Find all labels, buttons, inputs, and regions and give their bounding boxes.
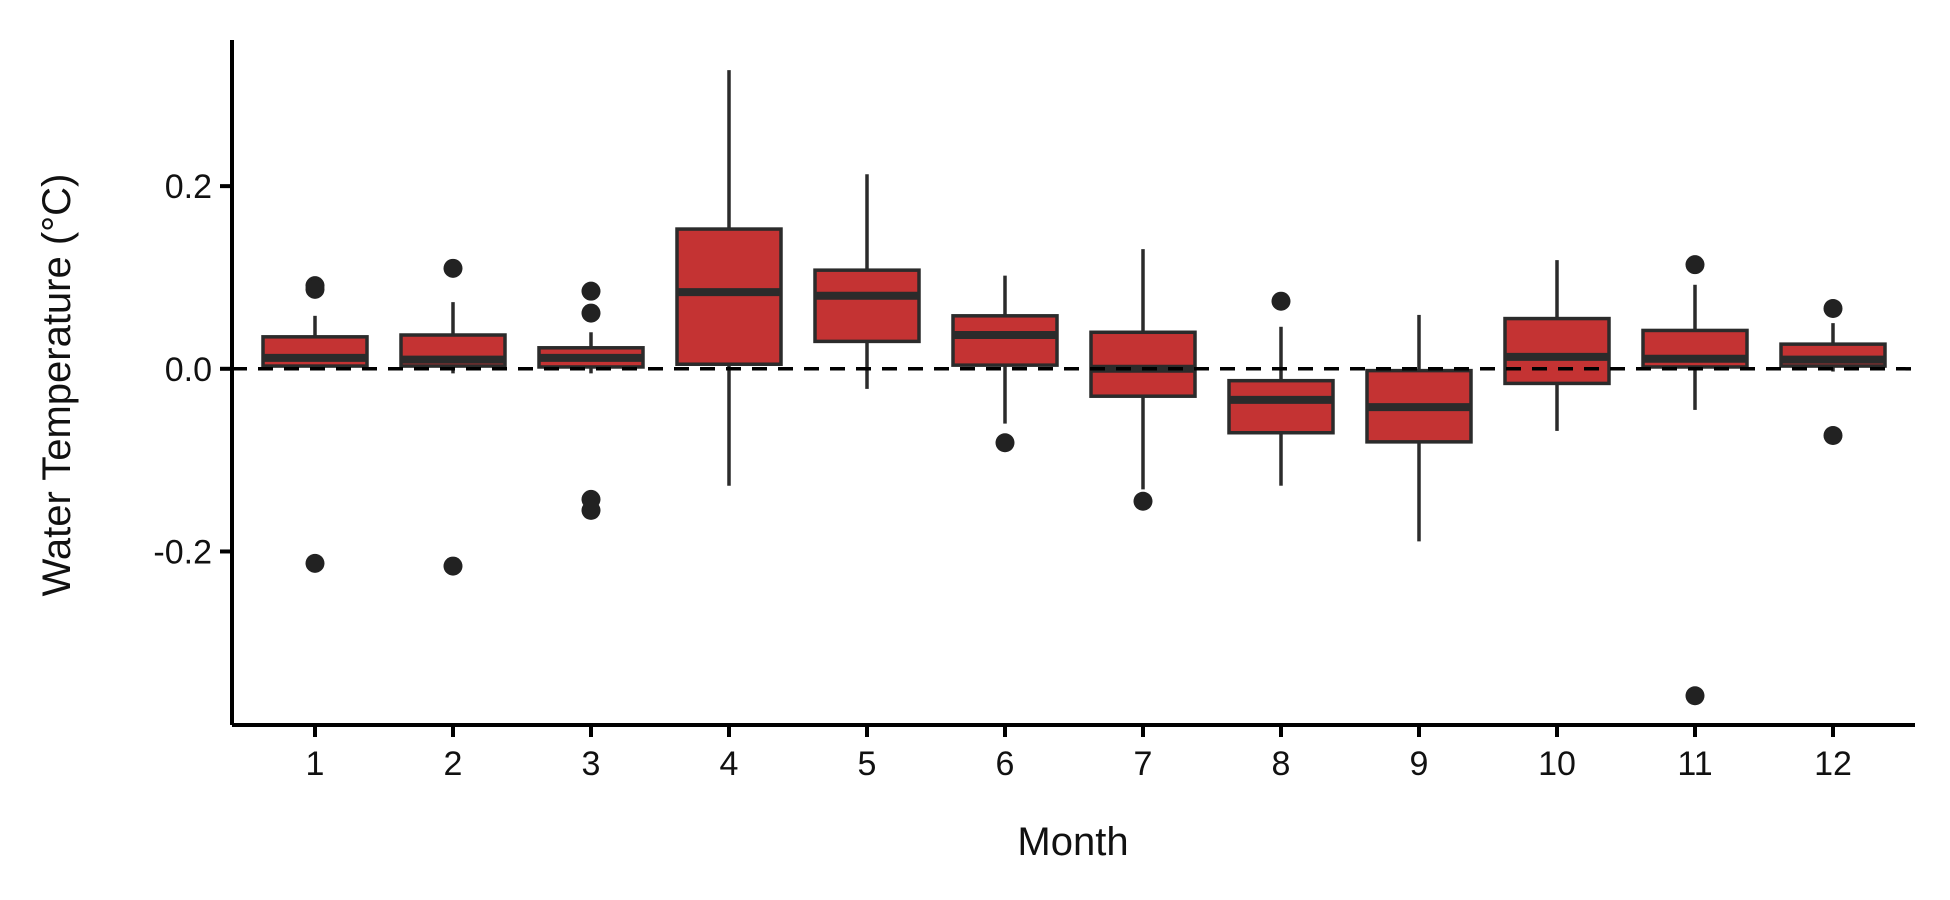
x-tick-label-6: 6	[996, 745, 1015, 783]
outlier-point-1-3	[305, 553, 325, 573]
box-month-6	[951, 314, 1059, 367]
outlier-point-2-2	[443, 556, 463, 576]
box-month-7	[1089, 330, 1197, 398]
x-axis-title: Month	[1017, 820, 1128, 864]
x-tick-label-5: 5	[858, 745, 877, 783]
box-month-10	[1503, 316, 1611, 386]
x-tick-label-11: 11	[1677, 745, 1712, 783]
outlier-point-12-1	[1823, 299, 1843, 319]
y-axis-title: Water Temperature (°C)	[35, 174, 79, 597]
box-month-8	[1227, 378, 1335, 435]
outlier-point-11-1	[1685, 255, 1705, 275]
outlier-point-7-1	[1133, 491, 1153, 511]
box-month-5	[813, 268, 921, 344]
x-tick-label-9: 9	[1410, 745, 1429, 783]
outlier-point-3-2	[581, 303, 601, 323]
x-tick-label-12: 12	[1814, 745, 1852, 783]
outlier-point-6-1	[995, 433, 1015, 453]
outlier-point-2-1	[443, 258, 463, 278]
y-tick-label-1: 0.2	[165, 168, 212, 206]
x-tick-label-8: 8	[1272, 745, 1291, 783]
plot-area: 0.20.0-0.21 2 3 4 5 6 7 8 9 10 11 12	[153, 40, 1915, 783]
x-tick-label-10: 10	[1538, 745, 1576, 783]
x-tick-label-2: 2	[444, 745, 463, 783]
y-tick-label-3: -0.2	[153, 533, 212, 571]
outlier-point-3-1	[581, 281, 601, 301]
x-tick-label-7: 7	[1134, 745, 1153, 783]
x-tick-label-4: 4	[720, 745, 739, 783]
outlier-point-12-2	[1823, 425, 1843, 445]
outlier-point-11-2	[1685, 686, 1705, 706]
outlier-point-3-4	[581, 500, 601, 520]
x-tick-label-1: 1	[306, 745, 325, 783]
box-month-4	[675, 227, 783, 366]
x-tick-label-3: 3	[582, 745, 601, 783]
outlier-point-8-1	[1271, 291, 1291, 311]
outlier-point-1-2	[305, 279, 325, 299]
y-tick-label-2: 0.0	[165, 351, 212, 389]
